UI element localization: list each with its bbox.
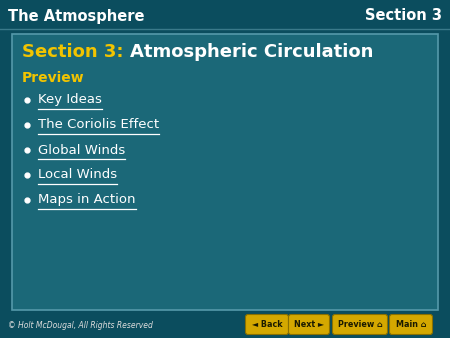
Text: Maps in Action: Maps in Action [38,193,135,207]
Text: Key Ideas: Key Ideas [38,94,102,106]
FancyBboxPatch shape [288,314,329,335]
Text: Section 3:: Section 3: [22,43,130,61]
FancyBboxPatch shape [390,314,432,335]
Text: Section 3: Section 3 [365,8,442,24]
FancyBboxPatch shape [333,314,387,335]
Text: The Coriolis Effect: The Coriolis Effect [38,119,159,131]
Text: Atmospheric Circulation: Atmospheric Circulation [130,43,373,61]
FancyBboxPatch shape [12,34,438,310]
FancyBboxPatch shape [246,314,288,335]
Text: Preview ⌂: Preview ⌂ [338,320,382,329]
Text: Next ►: Next ► [294,320,324,329]
Text: ◄ Back: ◄ Back [252,320,282,329]
Text: The Atmosphere: The Atmosphere [8,8,144,24]
Text: Main ⌂: Main ⌂ [396,320,426,329]
Text: Preview: Preview [22,71,85,85]
Text: © Holt McDougal, All Rights Reserved: © Holt McDougal, All Rights Reserved [8,320,153,330]
Text: Local Winds: Local Winds [38,169,117,182]
Text: Global Winds: Global Winds [38,144,125,156]
